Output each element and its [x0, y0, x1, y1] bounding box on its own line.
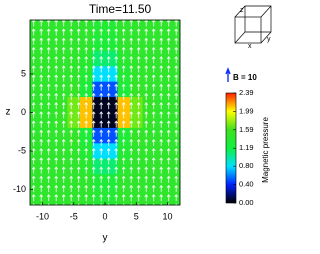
cube-axis-label: y	[267, 36, 271, 43]
colorbar-tick-label: 1.19	[239, 143, 254, 152]
colorbar-label: Magnetic pressure	[261, 117, 270, 183]
y-tick-label: 5	[21, 68, 26, 78]
y-tick-label: 0	[21, 107, 26, 117]
colorbar-tick-label: 0.00	[239, 198, 254, 207]
x-tick-label: 0	[102, 211, 107, 221]
cube-axis-label: z	[240, 7, 244, 14]
vector-arrows	[30, 20, 180, 205]
chart-title: Time=11.50	[89, 2, 152, 16]
y-tick-label: -5	[18, 145, 26, 155]
orientation-cube	[234, 5, 272, 44]
x-axis-label: y	[103, 233, 108, 244]
x-tick-label: 10	[162, 211, 172, 221]
colorbar-tick-label: 1.59	[239, 125, 254, 134]
colorbar-tick-label: 0.40	[239, 180, 254, 189]
x-tick-label: -5	[70, 211, 78, 221]
x-tick-label: -10	[36, 211, 49, 221]
y-tick-label: -10	[13, 184, 26, 194]
chart: Time=11.50 y z Magnetic pressure B = 10 …	[6, 2, 272, 244]
legend-label: B = 10	[233, 73, 257, 82]
colorbar-tick-label: 1.99	[239, 106, 254, 115]
colorbar-tick-label: 2.39	[239, 88, 254, 97]
legend-arrow	[225, 67, 231, 82]
x-tick-label: 5	[134, 211, 139, 221]
colorbar-tick-label: 0.80	[239, 161, 254, 170]
y-axis-label: z	[6, 107, 11, 118]
cube-axis-label: x	[248, 43, 252, 50]
